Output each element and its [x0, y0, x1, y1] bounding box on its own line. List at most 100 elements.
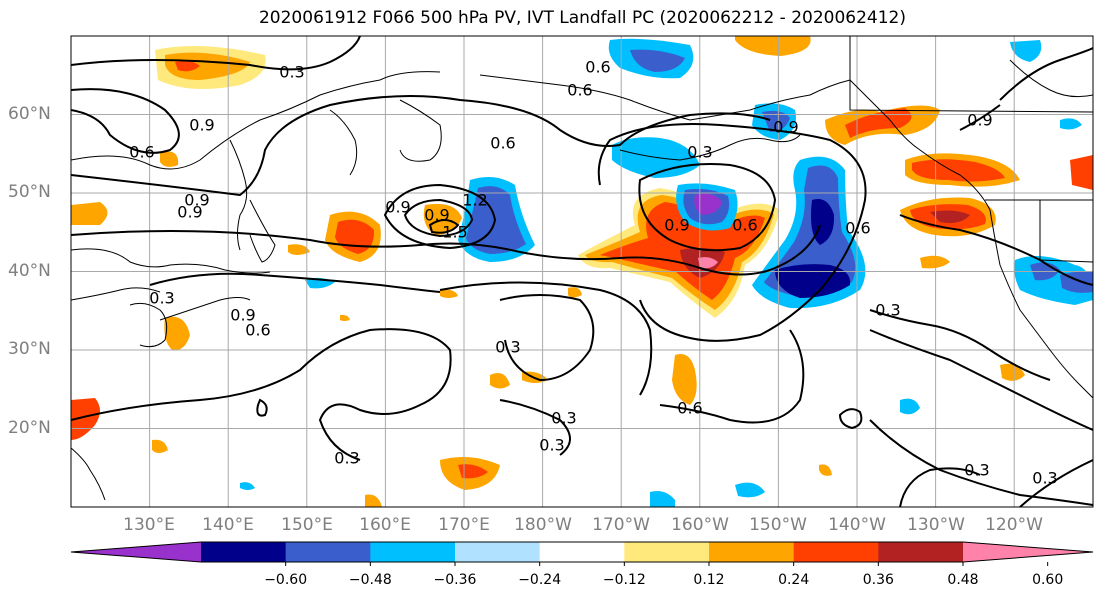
colorbar-tick-label: 0.48 [947, 572, 979, 588]
colorbar-segment [539, 542, 625, 562]
positive-patch [165, 52, 250, 80]
positive-patch [175, 60, 200, 72]
negative-patch [1060, 118, 1082, 130]
contour-label: 0.6 [585, 57, 611, 77]
positive-patch [819, 464, 832, 476]
lon-label-150e: 150°E [281, 515, 333, 535]
negative-patch [1010, 40, 1042, 62]
colorbar-tick-label: −0.36 [433, 572, 477, 588]
colorbar [70, 541, 1094, 566]
colorbar-tick-label: −0.24 [518, 572, 562, 588]
positive-patch [164, 316, 190, 351]
lat-label-20n: 20°N [8, 418, 51, 438]
colorbar-segment [285, 542, 371, 562]
contour-label: 0.3 [964, 460, 990, 480]
lon-label-140w: 140°W [828, 515, 886, 535]
contour-label: 0.9 [230, 305, 256, 325]
colorbar-tick-label: 0.60 [1032, 572, 1064, 588]
contour-label: 1.5 [442, 222, 468, 242]
lon-label-130w: 130°W [907, 515, 965, 535]
positive-patch [672, 354, 697, 405]
lat-label-60n: 60°N [8, 104, 51, 124]
negative-patch [630, 49, 685, 72]
positive-patch [340, 314, 350, 321]
positive-patch [160, 151, 179, 167]
contour-label: 0.6 [845, 218, 871, 238]
contour-label: 0.9 [967, 110, 993, 130]
colorbar-segment [878, 542, 964, 562]
colorbar-tick-label: −0.48 [348, 572, 392, 588]
positive-patch [71, 202, 108, 225]
pv-contours [71, 36, 1093, 507]
contour-label: 0.6 [677, 398, 703, 418]
colorbar-tick-label: 0.24 [778, 572, 810, 588]
colorbar-segment [793, 542, 879, 562]
contour-label: 0.3 [149, 288, 175, 308]
positive-patch [71, 398, 100, 440]
positive-patch [1000, 363, 1025, 381]
positive-patch [845, 108, 912, 138]
colorbar-tick-label: 0.12 [693, 572, 725, 588]
positive-patch [930, 210, 970, 224]
contour-label: 0.9 [773, 117, 799, 137]
contour-label: 0.3 [279, 62, 305, 82]
positive-patch [458, 464, 488, 479]
negative-patch [775, 264, 851, 298]
negative-patch [735, 482, 765, 498]
colorbar-segment [370, 542, 456, 562]
positive-patch [490, 372, 510, 389]
contour-label: 0.9 [385, 197, 411, 217]
negative-patch [762, 110, 790, 132]
contour-label: 0.3 [687, 142, 713, 162]
shaded-anomalies [71, 36, 1093, 507]
positive-patch [1070, 155, 1093, 190]
colorbar-segment [624, 542, 710, 562]
contour-label: 0.6 [129, 142, 155, 162]
negative-patch [694, 193, 722, 215]
contour-label: 0.6 [490, 133, 516, 153]
contour-label: 0.3 [875, 300, 901, 320]
contour-label: 0.3 [539, 435, 565, 455]
positive-patch [698, 257, 718, 269]
lon-label-140e: 140°E [202, 515, 254, 535]
lon-label-130e: 130°E [123, 515, 175, 535]
lon-label-170w: 170°W [592, 515, 650, 535]
contour-label: 0.6 [245, 320, 271, 340]
contour-label: 0.9 [664, 215, 690, 235]
lon-label-180w: 180°W [514, 515, 572, 535]
positive-patch [568, 287, 582, 298]
positive-patch [365, 494, 382, 507]
contour-label: 0.6 [567, 80, 593, 100]
positive-patch [152, 439, 168, 453]
lon-label-160e: 160°E [359, 515, 411, 535]
colorbar-tick-label: −0.60 [264, 572, 308, 588]
contour-label: 1.2 [462, 190, 488, 210]
lat-label-50n: 50°N [8, 182, 51, 202]
colorbar-segment [709, 542, 795, 562]
map-border [70, 35, 1094, 508]
colorbar-segment [455, 542, 541, 562]
contour-label: 0.3 [334, 448, 360, 468]
contour-label: 0.3 [551, 408, 577, 428]
negative-patch [764, 165, 856, 297]
lat-label-30n: 30°N [8, 339, 51, 359]
negative-patch [900, 398, 920, 415]
colorbar-tick-label: 0.36 [862, 572, 894, 588]
contour-label: 0.9 [424, 205, 450, 225]
positive-patch [440, 289, 458, 298]
negative-patch [240, 482, 255, 490]
contour-label: 0.9 [189, 115, 215, 135]
positive-patch [920, 255, 950, 269]
lon-label-160w: 160°W [671, 515, 729, 535]
positive-patch [288, 244, 310, 255]
contour-label: 0.3 [1032, 468, 1058, 488]
coastlines [71, 36, 1093, 501]
contour-label: 0.6 [732, 215, 758, 235]
colorbar-extend-min [71, 542, 201, 562]
colorbar-tick-label: −0.12 [602, 572, 646, 588]
contour-label: 0.9 [184, 190, 210, 210]
lon-label-170e: 170°E [438, 515, 490, 535]
colorbar-extend-max [963, 542, 1093, 562]
map-title: 2020061912 F066 500 hPa PV, IVT Landfall… [258, 8, 906, 28]
